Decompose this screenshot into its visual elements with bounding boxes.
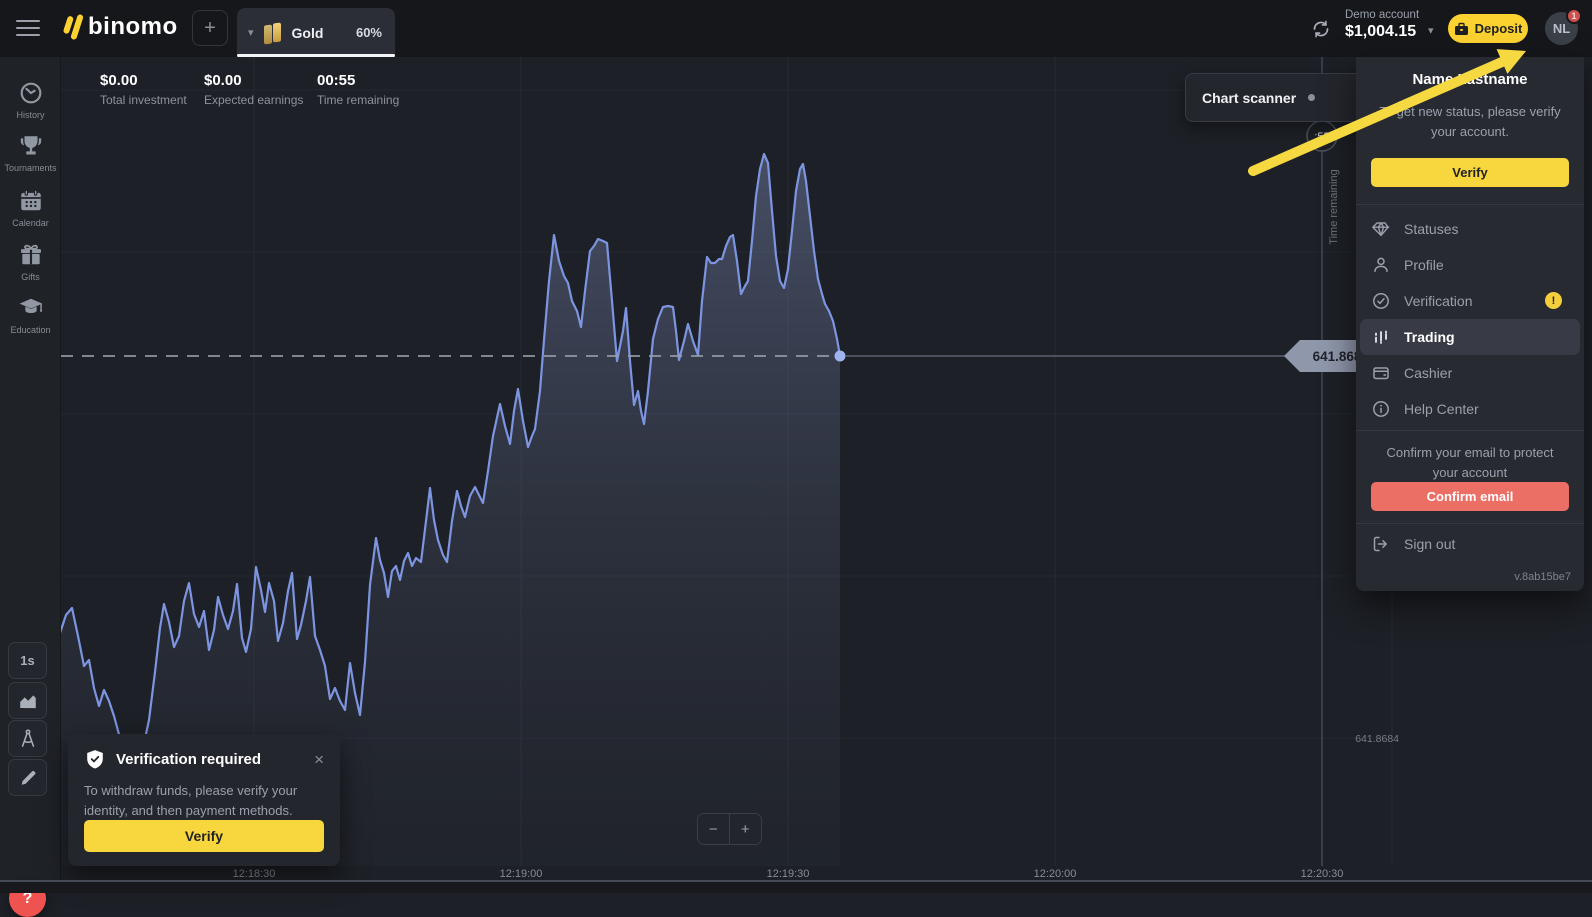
zoom-out-button[interactable]: −	[698, 814, 730, 844]
sidebar-item-gifts[interactable]: Gifts	[0, 242, 61, 282]
verification-alert-badge: !	[1545, 292, 1562, 309]
x-axis-label: 12:19:30	[767, 868, 810, 880]
x-axis-labels: 12:18:30 12:19:00 12:19:30 12:20:00 12:20:30	[233, 868, 1344, 880]
account-chevron-down-icon[interactable]: ▾	[1428, 25, 1434, 37]
person-icon	[1374, 257, 1388, 272]
x-axis-label: 12:20:30	[1301, 868, 1344, 880]
asset-tab-gold[interactable]: ▾ Gold 60%	[237, 8, 395, 57]
hamburger-menu-icon[interactable]	[16, 20, 40, 37]
confirm-email-button[interactable]: Confirm email	[1371, 482, 1569, 511]
calendar-icon	[20, 189, 41, 211]
timeframe-1s-button[interactable]: 1s	[8, 642, 47, 679]
sidebar-item-calendar[interactable]: Calendar	[0, 188, 61, 228]
avatar[interactable]: NL 1	[1545, 8, 1582, 45]
sidebar-item-history[interactable]: History	[0, 80, 61, 120]
account-balance: $1,004.15	[1345, 23, 1417, 40]
sidebar-item-tournaments[interactable]: Tournaments	[0, 133, 61, 173]
left-sidebar: History Tournaments Calendar Gifts	[0, 57, 61, 917]
zoom-controls: − +	[697, 813, 762, 845]
countdown-value: :55	[1314, 131, 1329, 143]
menu-item-cashier[interactable]: Cashier	[1356, 355, 1584, 391]
indicators-button[interactable]	[8, 720, 47, 757]
add-asset-tab-button[interactable]: +	[192, 10, 228, 46]
info-icon	[1373, 401, 1389, 417]
x-axis-label: 12:20:00	[1034, 868, 1077, 880]
divider	[1356, 523, 1584, 524]
refresh-balance-icon[interactable]	[1310, 18, 1332, 40]
graduation-cap-icon	[19, 298, 42, 313]
active-tab-underline	[237, 54, 395, 57]
chart-scanner-title: Chart scanner	[1202, 89, 1297, 106]
x-axis-label: 12:19:00	[500, 868, 543, 880]
briefcase-icon	[1454, 22, 1468, 35]
pencil-icon	[21, 770, 35, 785]
binomo-logo: binomo	[62, 13, 178, 41]
account-dropdown-menu: Name Lastname To get new status, please …	[1356, 57, 1584, 591]
top-bar: binomo + ▾ Gold 60% Demo account $1,004.…	[0, 0, 1592, 57]
sign-out-icon	[1373, 536, 1387, 552]
clock-icon	[20, 82, 41, 104]
price-tag	[1284, 340, 1374, 372]
divider	[1356, 204, 1584, 205]
menu-item-verification[interactable]: Verification !	[1356, 283, 1584, 319]
menu-item-statuses[interactable]: Statuses	[1356, 211, 1584, 247]
logo-text: binomo	[88, 13, 178, 40]
drawing-tools-button[interactable]	[8, 759, 47, 796]
price-tag-value: 641.868	[1313, 349, 1362, 364]
gift-icon	[20, 244, 41, 265]
account-type-label: Demo account	[1345, 9, 1420, 21]
email-hint: Confirm your email to protect your accou…	[1386, 445, 1554, 480]
menu-item-help-center[interactable]: Help Center	[1356, 391, 1584, 427]
stat-time-remaining: 00:55 Time remaining	[317, 72, 400, 107]
deposit-label: Deposit	[1474, 21, 1523, 36]
notification-body: To withdraw funds, please verify your id…	[84, 783, 298, 819]
candlestick-icon	[1375, 330, 1387, 344]
price-line	[58, 152, 842, 766]
notification-count-badge: 1	[1566, 8, 1582, 24]
series-layer	[58, 152, 842, 866]
chart-type-button[interactable]	[8, 682, 47, 719]
check-circle-icon	[1373, 293, 1389, 309]
deposit-button[interactable]: Deposit	[1448, 14, 1528, 43]
current-price-dot	[834, 350, 846, 362]
stat-expected-earnings: $0.00 Expected earnings	[204, 72, 304, 107]
verification-notification: Verification required × To withdraw fund…	[68, 734, 340, 866]
menu-verify-button[interactable]: Verify	[1371, 158, 1569, 187]
notification-title: Verification required	[116, 751, 262, 768]
bottom-bar	[0, 880, 1592, 893]
scanner-status-dot	[1308, 94, 1316, 101]
asset-name: Gold	[291, 24, 324, 41]
notification-verify-button[interactable]: Verify	[84, 820, 324, 852]
gem-icon	[1372, 222, 1390, 237]
close-icon[interactable]: ×	[314, 750, 324, 769]
status-hint: To get new status, please verify your ac…	[1379, 104, 1561, 139]
stat-total-investment: $0.00 Total investment	[100, 72, 187, 107]
divider	[1356, 430, 1584, 431]
sign-out-button[interactable]: Sign out	[1372, 535, 1455, 553]
asset-payout: 60%	[355, 25, 382, 40]
lightning-bolt-icon	[62, 13, 84, 41]
account-switcher[interactable]: Demo account $1,004.15	[1345, 9, 1419, 41]
chart-scanner-panel[interactable]: Chart scanner	[1185, 73, 1365, 122]
zoom-in-button[interactable]: +	[729, 814, 761, 844]
shield-check-icon	[87, 750, 103, 769]
wallet-icon	[1373, 367, 1389, 380]
chevron-down-icon[interactable]: ▾	[248, 27, 254, 39]
y-axis-price-label: 641.8684	[1355, 733, 1399, 745]
area-chart-icon	[19, 694, 36, 708]
drafting-compass-icon	[21, 729, 34, 747]
trophy-icon	[20, 136, 41, 155]
price-area-fill	[60, 154, 840, 866]
user-name: Name Lastname	[1412, 71, 1528, 88]
sidebar-item-education[interactable]: Education	[0, 295, 61, 335]
time-remaining-axis-label: Time remaining	[1328, 169, 1340, 244]
gold-bars-icon	[263, 22, 283, 44]
app-version: v.8ab15be7	[1514, 571, 1571, 583]
menu-item-profile[interactable]: Profile	[1356, 247, 1584, 283]
x-axis-label: 12:18:30	[233, 868, 276, 880]
avatar-initials: NL	[1552, 21, 1571, 36]
menu-item-trading[interactable]: Trading	[1360, 319, 1580, 355]
